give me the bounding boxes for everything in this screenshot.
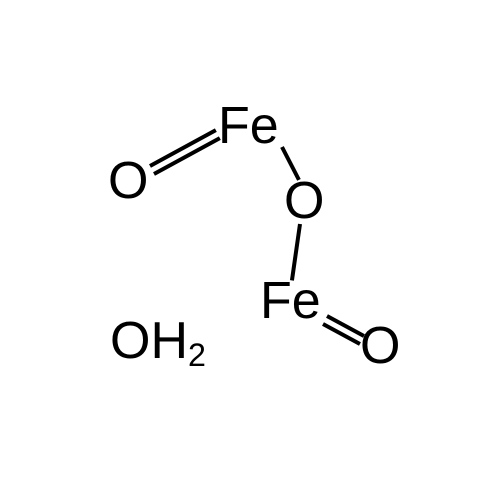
water-o: O <box>110 312 150 370</box>
water-molecule: OH2 <box>110 315 206 371</box>
atom-o-mid: O <box>284 175 324 227</box>
atom-o-right: O <box>360 320 400 372</box>
bond <box>149 128 217 168</box>
water-subscript: 2 <box>188 337 206 373</box>
water-h: H <box>150 312 188 370</box>
atom-fe-bottom: Fe <box>260 275 321 327</box>
atom-fe-top: Fe <box>218 100 279 152</box>
chemical-structure: O Fe O Fe O OH2 <box>0 0 500 500</box>
atom-o-top-left: O <box>108 155 148 207</box>
